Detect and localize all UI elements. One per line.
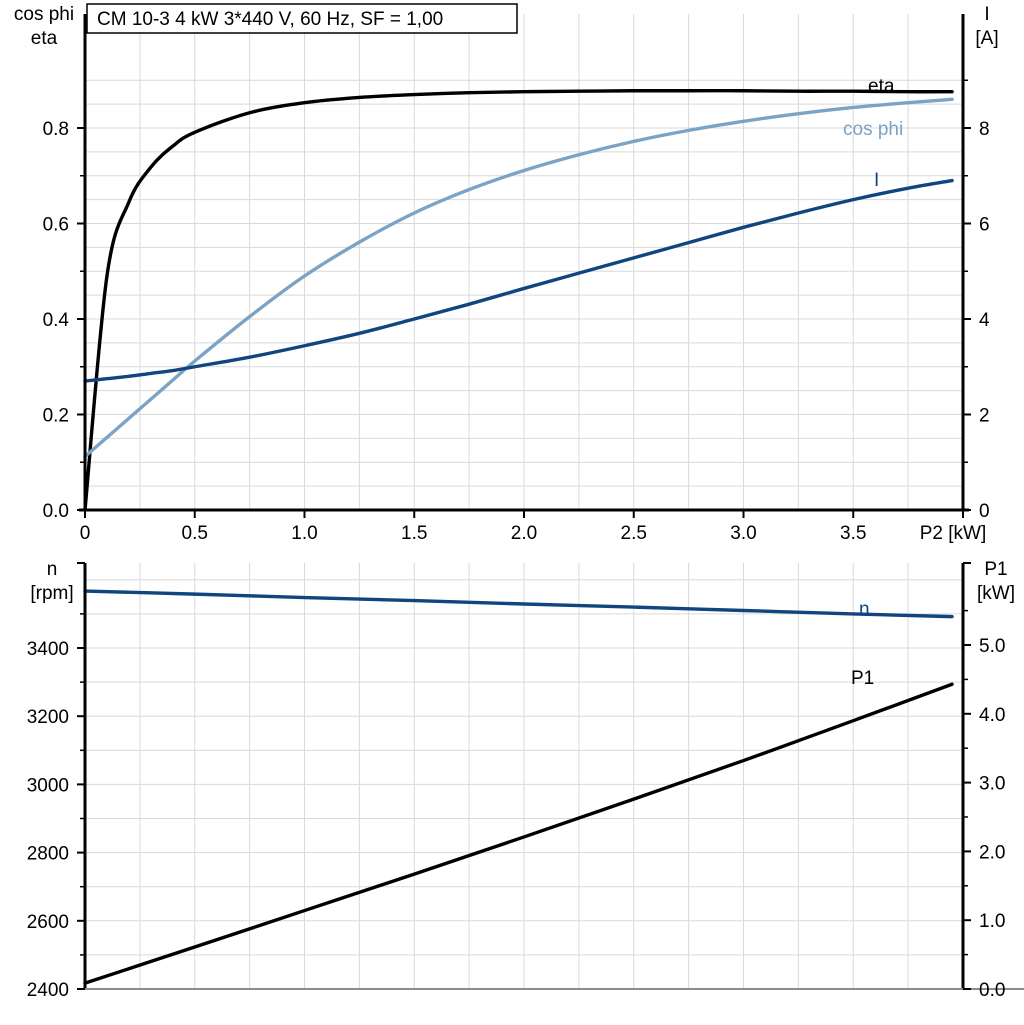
curve-speed [83, 589, 954, 619]
bottom-right-ticks: 0.0 1.0 2.0 3.0 4.0 5.0 [963, 609, 1005, 1001]
bottom-right-tick-label: 4.0 [979, 705, 1005, 726]
top-x-axis-label: P2 [kW] [920, 523, 987, 544]
top-x-tick-label: 0.5 [182, 523, 208, 544]
top-curves [83, 89, 954, 512]
top-x-tick-label: 3.0 [730, 523, 756, 544]
bottom-axes [77, 562, 1024, 990]
top-right-tick-label: 0 [979, 501, 990, 522]
top-gridlines [85, 14, 963, 510]
top-right-tick-label: 6 [979, 215, 990, 236]
top-left-tick-label: 0.2 [43, 406, 69, 427]
bottom-left-tick-label: 3400 [27, 639, 69, 660]
title-box-frame [86, 3, 518, 34]
curve-label-cos-phi: cos phi [843, 119, 903, 140]
bottom-right-tick-label: 0.0 [979, 980, 1005, 1001]
top-right-axis-label-2: [A] [975, 28, 998, 49]
top-x-ticks: 0 0.5 1.0 1.5 2.0 2.5 3.0 3.5 P2 [kW] [80, 510, 987, 544]
top-x-tick-label: 1.0 [291, 523, 317, 544]
curve-power [83, 682, 954, 985]
bottom-curves [83, 589, 954, 985]
bottom-axis-titles: n [rpm] P1 [kW] [30, 559, 1015, 604]
bottom-right-tick-label: 5.0 [979, 636, 1005, 657]
top-right-tick-label: 4 [979, 310, 990, 331]
top-right-tick-label: 8 [979, 119, 990, 140]
bottom-left-tick-label: 3200 [27, 707, 69, 728]
top-left-ticks: 0.0 0.2 0.4 0.6 0.8 [43, 119, 85, 522]
top-x-tick-label: 2.0 [511, 523, 537, 544]
bottom-left-ticks: 2400 2600 2800 3000 3200 3400 [27, 613, 85, 1001]
bottom-left-axis-label-2: [rpm] [30, 583, 73, 604]
curve-cos-phi [83, 97, 954, 459]
bottom-chart: 2400 2600 2800 3000 3200 3400 0.0 1.0 2.0 3.0 4.0 5… [27, 559, 1024, 1001]
top-chart: 0.0 0.2 0.4 0.6 0.8 0 2 4 6 8 0 0.5 1.0 1.5 2.0 2.5 3.0 3… [14, 3, 999, 544]
top-x-tick-label: 0 [80, 523, 91, 544]
top-left-axis-label-1: cos phi [14, 4, 74, 25]
curve-current [83, 178, 954, 383]
curve-label-speed: n [859, 599, 870, 620]
bottom-right-axis-label-2: [kW] [977, 583, 1015, 604]
bottom-right-tick-label: 3.0 [979, 774, 1005, 795]
bottom-left-axis-label-1: n [47, 559, 58, 580]
top-x-tick-label: 1.5 [401, 523, 427, 544]
title-text: CM 10-3 4 kW 3*440 V, 60 Hz, SF = 1,00 [97, 9, 443, 30]
bottom-left-tick-label: 2600 [27, 912, 69, 933]
top-left-tick-label: 0.4 [43, 310, 70, 331]
top-right-tick-label: 2 [979, 406, 990, 427]
top-right-axis-label-1: I [984, 4, 989, 25]
top-left-tick-label: 0.8 [43, 119, 69, 140]
title-box: CM 10-3 4 kW 3*440 V, 60 Hz, SF = 1,00 [86, 3, 518, 34]
curve-label-eta: eta [868, 76, 895, 97]
curve-eta [83, 89, 954, 512]
top-curve-labels: eta cos phi I [843, 76, 903, 191]
bottom-right-axis-label-1: P1 [984, 559, 1007, 580]
bottom-right-tick-label: 2.0 [979, 842, 1005, 863]
top-x-tick-label: 3.5 [840, 523, 866, 544]
curve-label-power: P1 [851, 668, 874, 689]
top-left-tick-label: 0.0 [43, 501, 69, 522]
bottom-curve-labels: n P1 [851, 599, 874, 689]
bottom-right-tick-label: 1.0 [979, 911, 1005, 932]
bottom-left-tick-label: 2400 [27, 980, 69, 1001]
top-x-tick-label: 2.5 [621, 523, 647, 544]
top-right-ticks: 0 2 4 6 8 [963, 79, 990, 522]
bottom-gridlines [85, 563, 963, 989]
bottom-left-tick-label: 3000 [27, 775, 69, 796]
top-left-tick-label: 0.6 [43, 215, 69, 236]
top-left-axis-label-2: eta [31, 28, 58, 49]
curve-label-current: I [874, 170, 879, 191]
bottom-left-tick-label: 2800 [27, 844, 69, 865]
top-axis-titles: cos phi eta I [A] [14, 4, 999, 49]
